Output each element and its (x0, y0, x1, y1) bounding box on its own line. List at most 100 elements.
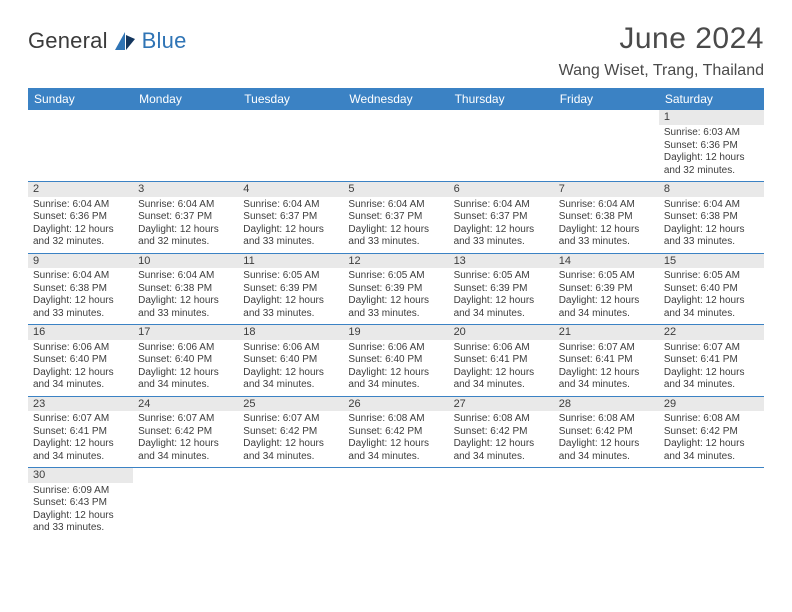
daylight-text: and 33 minutes. (559, 236, 654, 249)
day-detail-cell: Sunrise: 6:05 AMSunset: 6:39 PMDaylight:… (449, 268, 554, 325)
day-number-cell: 20 (449, 325, 554, 340)
sunrise-text: Sunrise: 6:06 AM (33, 342, 128, 355)
day-number-cell: 18 (238, 325, 343, 340)
brand-text-general: General (28, 28, 108, 54)
day-detail-cell: Sunrise: 6:05 AMSunset: 6:40 PMDaylight:… (659, 268, 764, 325)
day-number-cell: 24 (133, 396, 238, 411)
day-number-cell (343, 468, 448, 483)
daylight-text: Daylight: 12 hours (559, 438, 654, 451)
day-number-cell (133, 110, 238, 125)
daylight-text: and 32 minutes. (33, 236, 128, 249)
sunset-text: Sunset: 6:39 PM (559, 283, 654, 296)
sunset-text: Sunset: 6:38 PM (559, 211, 654, 224)
sunset-text: Sunset: 6:41 PM (454, 354, 549, 367)
sunset-text: Sunset: 6:36 PM (664, 140, 759, 153)
sunset-text: Sunset: 6:40 PM (664, 283, 759, 296)
sunrise-text: Sunrise: 6:04 AM (33, 270, 128, 283)
detail-row: Sunrise: 6:07 AMSunset: 6:41 PMDaylight:… (28, 411, 764, 468)
sunset-text: Sunset: 6:38 PM (138, 283, 233, 296)
day-detail-cell: Sunrise: 6:04 AMSunset: 6:37 PMDaylight:… (133, 197, 238, 254)
day-number-cell: 29 (659, 396, 764, 411)
day-detail-cell: Sunrise: 6:04 AMSunset: 6:37 PMDaylight:… (449, 197, 554, 254)
daylight-text: Daylight: 12 hours (559, 224, 654, 237)
daylight-text: and 32 minutes. (664, 165, 759, 178)
day-number-cell: 4 (238, 182, 343, 197)
daylight-text: Daylight: 12 hours (664, 367, 759, 380)
daylight-text: Daylight: 12 hours (664, 224, 759, 237)
sunset-text: Sunset: 6:38 PM (664, 211, 759, 224)
day-detail-cell (449, 125, 554, 182)
sunset-text: Sunset: 6:37 PM (348, 211, 443, 224)
day-number-cell: 12 (343, 253, 448, 268)
day-number-cell (449, 110, 554, 125)
day-detail-cell: Sunrise: 6:09 AMSunset: 6:43 PMDaylight:… (28, 483, 133, 539)
daylight-text: Daylight: 12 hours (454, 295, 549, 308)
day-number-cell: 3 (133, 182, 238, 197)
day-detail-cell: Sunrise: 6:06 AMSunset: 6:40 PMDaylight:… (133, 340, 238, 397)
daylight-text: Daylight: 12 hours (664, 438, 759, 451)
day-detail-cell: Sunrise: 6:05 AMSunset: 6:39 PMDaylight:… (554, 268, 659, 325)
sunset-text: Sunset: 6:40 PM (33, 354, 128, 367)
day-number-cell: 7 (554, 182, 659, 197)
sunrise-text: Sunrise: 6:04 AM (243, 199, 338, 212)
day-detail-cell: Sunrise: 6:04 AMSunset: 6:37 PMDaylight:… (238, 197, 343, 254)
daylight-text: Daylight: 12 hours (138, 224, 233, 237)
sunrise-text: Sunrise: 6:05 AM (664, 270, 759, 283)
day-detail-cell: Sunrise: 6:08 AMSunset: 6:42 PMDaylight:… (659, 411, 764, 468)
day-detail-cell: Sunrise: 6:08 AMSunset: 6:42 PMDaylight:… (449, 411, 554, 468)
day-number-cell: 22 (659, 325, 764, 340)
weekday-header: Friday (554, 88, 659, 110)
day-number-cell (133, 468, 238, 483)
day-number-cell (554, 468, 659, 483)
day-number-cell: 17 (133, 325, 238, 340)
daynum-row: 9101112131415 (28, 253, 764, 268)
detail-row: Sunrise: 6:04 AM Sunset: 6:38 PM Daylight:… (28, 268, 764, 325)
day-detail-cell (659, 483, 764, 539)
sunset-text: Sunset: 6:37 PM (454, 211, 549, 224)
daylight-text: and 34 minutes. (243, 379, 338, 392)
day-number-cell: 11 (238, 253, 343, 268)
day-number-cell: 5 (343, 182, 448, 197)
day-number-cell: 23 (28, 396, 133, 411)
calendar-table: Sunday Monday Tuesday Wednesday Thursday… (28, 88, 764, 539)
weekday-header: Sunday (28, 88, 133, 110)
day-number-cell: 9 (28, 253, 133, 268)
sunrise-text: Sunrise: 6:04 AM (348, 199, 443, 212)
daylight-text: and 32 minutes. (138, 236, 233, 249)
day-detail-cell: Sunrise: 6:07 AMSunset: 6:41 PMDaylight:… (554, 340, 659, 397)
sunset-text: Sunset: 6:41 PM (559, 354, 654, 367)
sunrise-text: Sunrise: 6:06 AM (138, 342, 233, 355)
sunset-text: Sunset: 6:40 PM (138, 354, 233, 367)
daylight-text: and 33 minutes. (138, 308, 233, 321)
day-number-cell: 25 (238, 396, 343, 411)
day-detail-cell: Sunrise: 6:07 AMSunset: 6:42 PMDaylight:… (133, 411, 238, 468)
sunset-text: Sunset: 6:42 PM (664, 426, 759, 439)
detail-row: Sunrise: 6:06 AMSunset: 6:40 PMDaylight:… (28, 340, 764, 397)
day-number-cell: 30 (28, 468, 133, 483)
sunrise-text: Sunrise: 6:04 AM (664, 199, 759, 212)
day-detail-cell: Sunrise: 6:07 AMSunset: 6:42 PMDaylight:… (238, 411, 343, 468)
sunrise-text: Sunrise: 6:07 AM (243, 413, 338, 426)
daylight-text: Daylight: 12 hours (454, 367, 549, 380)
daylight-text: Daylight: 12 hours (138, 438, 233, 451)
daylight-text: and 34 minutes. (138, 451, 233, 464)
day-detail-cell (343, 125, 448, 182)
weekday-header: Saturday (659, 88, 764, 110)
sunset-text: Sunset: 6:37 PM (243, 211, 338, 224)
day-number-cell: 1 (659, 110, 764, 125)
daylight-text: and 34 minutes. (348, 451, 443, 464)
daynum-row: 23242526272829 (28, 396, 764, 411)
daylight-text: Daylight: 12 hours (348, 438, 443, 451)
sunset-text: Sunset: 6:40 PM (348, 354, 443, 367)
daylight-text: and 34 minutes. (559, 451, 654, 464)
sail-icon (112, 30, 138, 52)
daylight-text: and 34 minutes. (664, 379, 759, 392)
daynum-row: 16171819202122 (28, 325, 764, 340)
daylight-text: and 33 minutes. (348, 236, 443, 249)
daylight-text: and 33 minutes. (664, 236, 759, 249)
sunset-text: Sunset: 6:42 PM (559, 426, 654, 439)
day-detail-cell: Sunrise: 6:06 AMSunset: 6:40 PMDaylight:… (343, 340, 448, 397)
day-detail-cell (133, 483, 238, 539)
daynum-row: 1 (28, 110, 764, 125)
sunset-text: Sunset: 6:42 PM (348, 426, 443, 439)
